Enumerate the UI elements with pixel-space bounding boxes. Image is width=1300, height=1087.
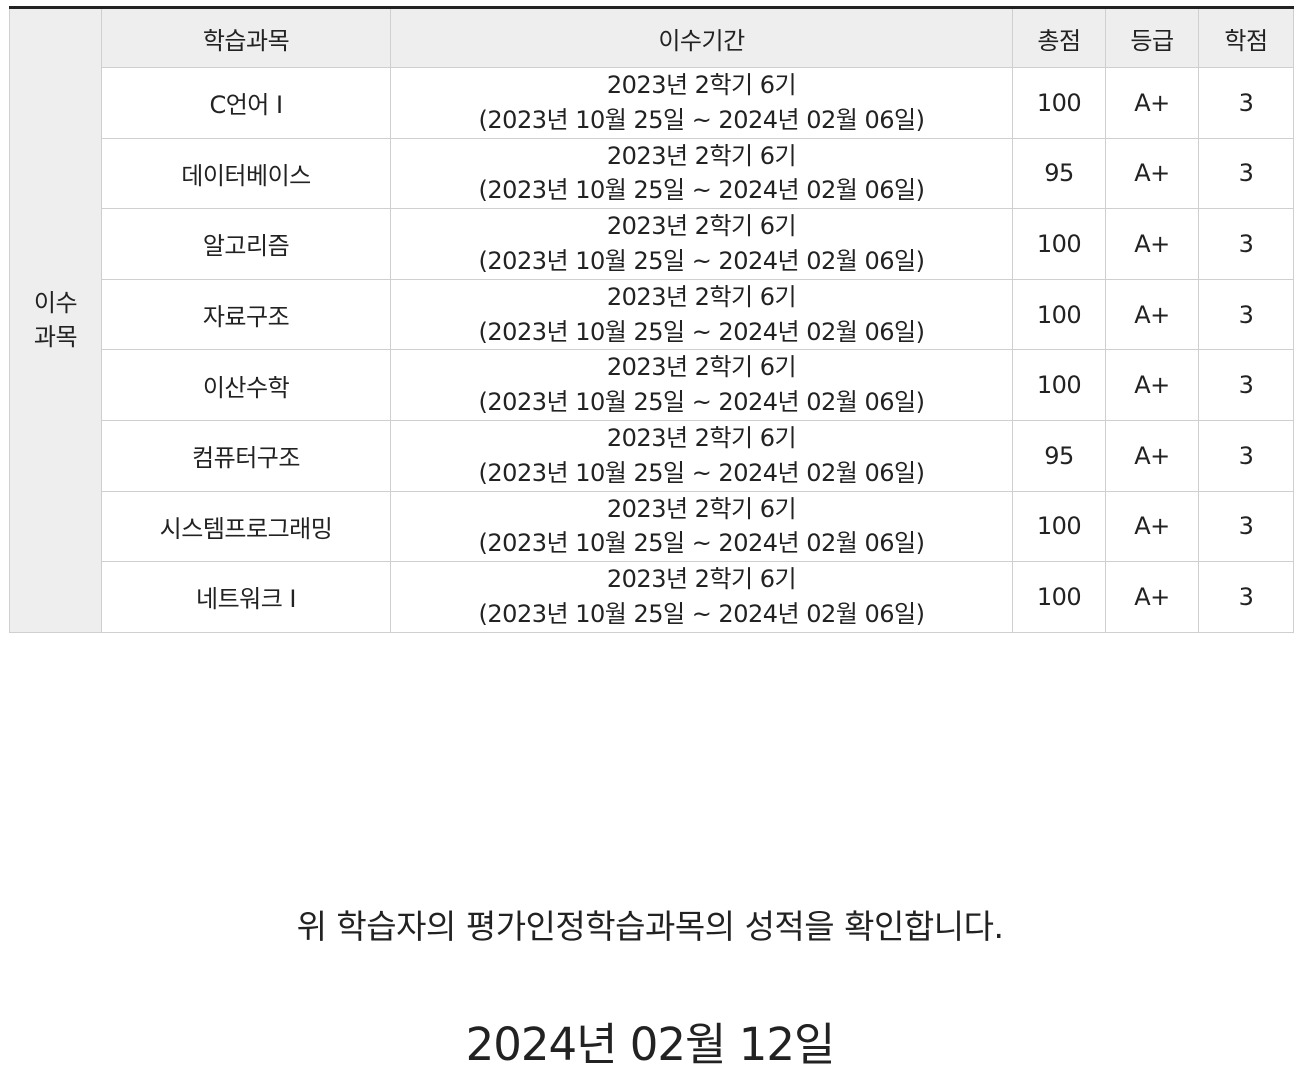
subject-cell: 이산수학: [101, 349, 391, 421]
grade-table: 이수 과목 학습과목 이수기간 총점 등급 학점 C언어 I 2023년 2학기…: [9, 6, 1294, 633]
credit-cell: 3: [1198, 490, 1294, 563]
score-cell: 100: [1012, 67, 1106, 139]
score-cell: 100: [1012, 278, 1106, 351]
score-cell: 100: [1012, 561, 1106, 633]
score-cell: 95: [1012, 419, 1106, 492]
score-cell: 100: [1012, 349, 1106, 421]
header-credit: 학점: [1198, 6, 1294, 68]
period-range: (2023년 10월 25일 ~ 2024년 02월 06일): [478, 176, 925, 205]
period-cell: 2023년 2학기 6기 (2023년 10월 25일 ~ 2024년 02월 …: [390, 137, 1013, 210]
credit-cell: 3: [1198, 208, 1294, 280]
period-term: 2023년 2학기 6기: [606, 353, 797, 382]
grade-cell: A+: [1105, 419, 1199, 492]
grade-cell: A+: [1105, 67, 1199, 139]
subject-cell: 네트워크 I: [101, 561, 391, 633]
period-cell: 2023년 2학기 6기 (2023년 10월 25일 ~ 2024년 02월 …: [390, 67, 1013, 139]
period-cell: 2023년 2학기 6기 (2023년 10월 25일 ~ 2024년 02월 …: [390, 278, 1013, 351]
table-row: 컴퓨터구조 2023년 2학기 6기 (2023년 10월 25일 ~ 2024…: [10, 419, 1294, 492]
subject-cell: 자료구조: [101, 278, 391, 351]
header-period: 이수기간: [390, 6, 1013, 68]
period-cell: 2023년 2학기 6기 (2023년 10월 25일 ~ 2024년 02월 …: [390, 490, 1013, 563]
grade-cell: A+: [1105, 278, 1199, 351]
issue-date: 2024년 02월 12일: [465, 1018, 836, 1071]
subject-cell: 데이터베이스: [101, 137, 391, 210]
table-row: 시스템프로그래밍 2023년 2학기 6기 (2023년 10월 25일 ~ 2…: [10, 490, 1294, 563]
subject-cell: 컴퓨터구조: [101, 419, 391, 492]
grade-cell: A+: [1105, 561, 1199, 633]
period-term: 2023년 2학기 6기: [606, 423, 797, 452]
credit-cell: 3: [1198, 137, 1294, 210]
table-header-row: 이수 과목 학습과목 이수기간 총점 등급 학점: [9, 6, 1294, 633]
credit-cell: 3: [1198, 67, 1294, 139]
table-row: 네트워크 I 2023년 2학기 6기 (2023년 10월 25일 ~ 202…: [10, 561, 1294, 633]
period-range: (2023년 10월 25일 ~ 2024년 02월 06일): [478, 317, 925, 346]
period-term: 2023년 2학기 6기: [606, 565, 797, 594]
period-term: 2023년 2학기 6기: [606, 494, 797, 523]
period-range: (2023년 10월 25일 ~ 2024년 02월 06일): [478, 246, 925, 275]
period-range: (2023년 10월 25일 ~ 2024년 02월 06일): [478, 105, 925, 134]
grade-cell: A+: [1105, 137, 1199, 210]
section-label-line1: 이수: [33, 288, 78, 317]
table-row: 자료구조 2023년 2학기 6기 (2023년 10월 25일 ~ 2024년…: [10, 278, 1294, 351]
credit-cell: 3: [1198, 349, 1294, 421]
period-term: 2023년 2학기 6기: [606, 212, 797, 241]
credit-cell: 3: [1198, 278, 1294, 351]
credit-cell: 3: [1198, 419, 1294, 492]
section-label-cell: 이수 과목: [9, 6, 102, 633]
period-cell: 2023년 2학기 6기 (2023년 10월 25일 ~ 2024년 02월 …: [390, 349, 1013, 421]
score-cell: 95: [1012, 137, 1106, 210]
period-range: (2023년 10월 25일 ~ 2024년 02월 06일): [478, 388, 925, 417]
header-grade: 등급: [1105, 6, 1199, 68]
period-range: (2023년 10월 25일 ~ 2024년 02월 06일): [478, 529, 925, 558]
grade-cell: A+: [1105, 349, 1199, 421]
grade-cell: A+: [1105, 490, 1199, 563]
period-cell: 2023년 2학기 6기 (2023년 10월 25일 ~ 2024년 02월 …: [390, 561, 1013, 633]
period-cell: 2023년 2학기 6기 (2023년 10월 25일 ~ 2024년 02월 …: [390, 208, 1013, 280]
table-row: 데이터베이스 2023년 2학기 6기 (2023년 10월 25일 ~ 202…: [10, 137, 1294, 210]
score-cell: 100: [1012, 490, 1106, 563]
subject-cell: 시스템프로그래밍: [101, 490, 391, 563]
credit-cell: 3: [1198, 561, 1294, 633]
period-term: 2023년 2학기 6기: [606, 141, 797, 170]
score-cell: 100: [1012, 208, 1106, 280]
period-term: 2023년 2학기 6기: [606, 282, 797, 311]
confirmation-statement: 위 학습자의 평가인정학습과목의 성적을 확인합니다.: [296, 907, 1004, 946]
header-score: 총점: [1012, 6, 1106, 68]
header-subject: 학습과목: [101, 6, 391, 68]
subject-cell: C언어 I: [101, 67, 391, 139]
period-range: (2023년 10월 25일 ~ 2024년 02월 06일): [478, 458, 925, 487]
table-row: 이산수학 2023년 2학기 6기 (2023년 10월 25일 ~ 2024년…: [10, 349, 1294, 421]
table-row: 알고리즘 2023년 2학기 6기 (2023년 10월 25일 ~ 2024년…: [10, 208, 1294, 280]
table-row: C언어 I 2023년 2학기 6기 (2023년 10월 25일 ~ 2024…: [10, 67, 1294, 139]
subject-cell: 알고리즘: [101, 208, 391, 280]
period-cell: 2023년 2학기 6기 (2023년 10월 25일 ~ 2024년 02월 …: [390, 419, 1013, 492]
section-label-line2: 과목: [33, 323, 78, 352]
period-term: 2023년 2학기 6기: [606, 71, 797, 99]
grade-cell: A+: [1105, 208, 1199, 280]
period-range: (2023년 10월 25일 ~ 2024년 02월 06일): [478, 599, 925, 628]
